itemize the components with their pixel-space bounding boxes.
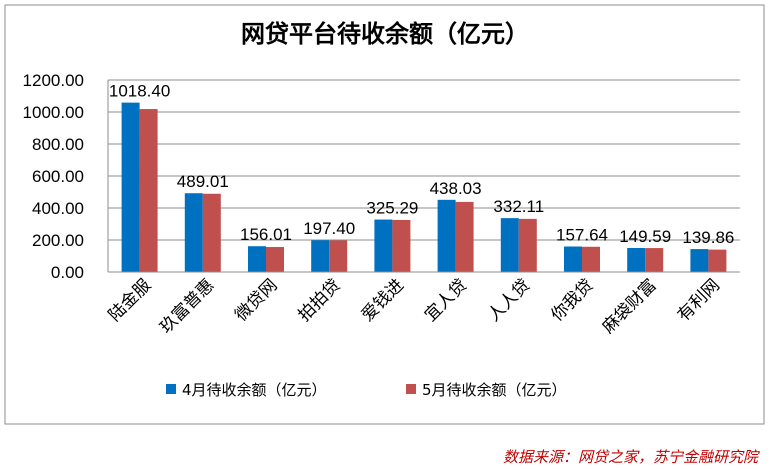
y-tick-label: 0.00 <box>51 263 84 282</box>
legend-swatch-may <box>406 384 416 394</box>
legend-swatch-april <box>166 384 176 394</box>
bar-april <box>500 218 519 272</box>
legend-label-may: 5月待收余额（亿元） <box>422 381 567 399</box>
y-tick-label: 1000.00 <box>23 103 84 122</box>
bar-may <box>202 193 221 272</box>
data-label: 149.59 <box>619 227 671 246</box>
bar-april <box>437 199 456 272</box>
data-label: 489.01 <box>177 172 229 191</box>
data-label: 197.40 <box>303 219 355 238</box>
legend: 4月待收余额（亿元） 5月待收余额（亿元） <box>166 381 567 399</box>
y-tick-label: 1200.00 <box>23 71 84 90</box>
legend-label-april: 4月待收余额（亿元） <box>182 381 327 399</box>
bars <box>121 102 727 273</box>
data-label: 1018.40 <box>109 82 170 101</box>
bar-may <box>266 247 284 272</box>
data-label: 438.03 <box>430 179 482 198</box>
bar-april <box>121 102 140 273</box>
data-label: 156.01 <box>240 225 292 244</box>
y-tick-label: 600.00 <box>32 167 84 186</box>
bar-may <box>455 201 474 272</box>
y-axis: 0.00 200.00 400.00 600.00 800.00 1000.00 1200.… <box>23 71 109 282</box>
chart-title: 网贷平台待收余额（亿元） <box>241 19 529 48</box>
bar-april <box>184 193 203 272</box>
source-note: 数据来源：网贷之家，苏宁金融研究院 <box>503 448 760 466</box>
data-label: 139.86 <box>682 228 734 247</box>
bar-may <box>392 219 411 272</box>
bar-may <box>329 240 348 272</box>
bar-may <box>582 246 600 272</box>
y-tick-label: 800.00 <box>32 135 84 154</box>
bar-may <box>518 218 537 272</box>
bar-may <box>708 249 727 272</box>
bar-may <box>645 248 664 272</box>
data-label: 325.29 <box>366 199 418 218</box>
data-label: 157.64 <box>556 225 608 244</box>
bar-may <box>139 109 158 272</box>
bar-april <box>311 240 330 272</box>
bar-april <box>564 246 582 272</box>
bar-april <box>627 247 646 272</box>
data-label: 332.11 <box>493 197 544 216</box>
bar-april <box>248 246 266 272</box>
y-tick-label: 400.00 <box>32 199 84 218</box>
bar-april <box>690 249 709 272</box>
y-tick-label: 200.00 <box>32 231 84 250</box>
data-labels: 1018.40 489.01 156.01 197.40 325.29 438.03 332… <box>109 82 735 247</box>
bar-april <box>374 219 393 272</box>
